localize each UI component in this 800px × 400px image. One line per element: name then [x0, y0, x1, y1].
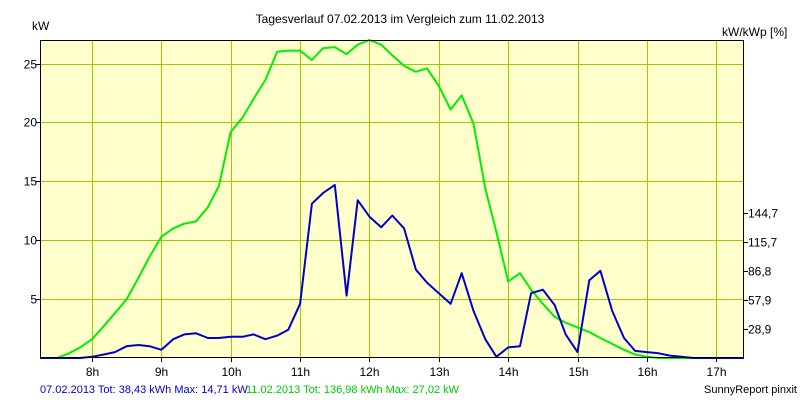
chart: Tagesverlauf 07.02.2013 im Vergleich zum…	[0, 0, 800, 400]
y-right-tick-label: 86,8	[748, 265, 772, 279]
footer-series1-summary: 07.02.2013 Tot: 38,43 kWh Max: 14,71 kW	[40, 384, 248, 396]
y-left-tick-label: 25	[24, 58, 38, 72]
footer-brand: SunnyReport pinxit	[704, 384, 797, 396]
x-tick-label: 11h	[291, 365, 310, 379]
y-right-tick-label: 115,7	[748, 236, 777, 250]
x-tick-label: 14h	[498, 365, 518, 379]
y-axis-left-label: kW	[32, 19, 50, 33]
x-tick-label: 16h	[637, 365, 657, 379]
y-axis-right-label: kW/kWp [%]	[722, 25, 787, 39]
y-left-tick-label: 20	[24, 116, 38, 130]
y-left-tick-label: 15	[24, 175, 38, 189]
x-tick-label: 17h	[706, 365, 726, 379]
x-tick-label: 13h	[429, 365, 449, 379]
y-right-tick-label: 28,9	[748, 323, 772, 337]
x-tick-label: 10h	[221, 365, 241, 379]
footer-series2-summary: 11.02.2013 Tot: 136,98 kWh Max: 27,02 kW	[246, 384, 460, 396]
y-right-tick-label: 57,9	[748, 294, 772, 308]
x-tick-label: 8h	[86, 365, 99, 379]
x-tick-label: 9h	[155, 365, 168, 379]
x-tick-label: 12h	[359, 365, 379, 379]
plot-area	[40, 40, 744, 358]
x-tick-label: 15h	[568, 365, 588, 379]
y-left-tick-label: 5	[30, 293, 37, 307]
chart-title: Tagesverlauf 07.02.2013 im Vergleich zum…	[256, 12, 545, 26]
y-right-tick-label: 144,7	[748, 207, 778, 221]
y-left-tick-label: 10	[24, 234, 38, 248]
